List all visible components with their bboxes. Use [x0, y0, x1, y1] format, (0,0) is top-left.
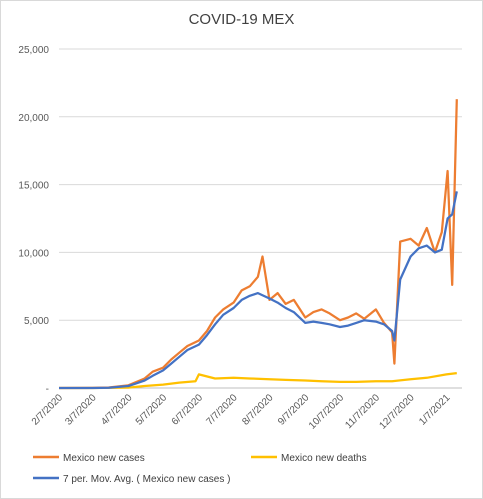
x-tick-label: 3/7/2020 — [63, 392, 99, 428]
x-tick-label: 11/7/2020 — [343, 392, 382, 431]
y-tick-label: - — [46, 384, 49, 395]
y-axis-ticks: - 5,000 10,000 15,000 20,000 25,000 — [18, 45, 49, 395]
legend-label: Mexico new deaths — [281, 453, 367, 464]
x-tick-label: 1/7/2021 — [417, 392, 453, 428]
chart-title: COVID-19 MEX — [188, 11, 295, 28]
y-tick-label: 20,000 — [18, 113, 49, 124]
x-tick-label: 4/7/2020 — [99, 392, 135, 428]
x-tick-label: 7/7/2020 — [204, 392, 240, 428]
y-tick-label: 5,000 — [24, 316, 49, 327]
series-lines — [58, 99, 458, 390]
x-tick-label: 9/7/2020 — [276, 392, 312, 428]
legend-label: 7 per. Mov. Avg. ( Mexico new cases ) — [63, 474, 230, 485]
x-tick-label: 8/7/2020 — [240, 392, 276, 428]
series-line-0 — [58, 99, 458, 390]
x-tick-label: 6/7/2020 — [170, 392, 206, 428]
y-tick-label: 15,000 — [18, 181, 49, 192]
series-line-2 — [59, 191, 458, 390]
x-tick-label: 5/7/2020 — [134, 392, 170, 428]
gridlines — [59, 48, 462, 389]
legend: Mexico new cases Mexico new deaths 7 per. … — [33, 453, 367, 485]
legend-label: Mexico new cases — [63, 453, 145, 464]
x-tick-label: 2/7/2020 — [30, 392, 66, 428]
series-line-1 — [59, 371, 457, 390]
x-tick-label: 12/7/2020 — [377, 392, 417, 432]
y-tick-label: 25,000 — [18, 45, 49, 56]
y-tick-label: 10,000 — [18, 248, 49, 259]
x-tick-label: 10/7/2020 — [307, 392, 347, 432]
